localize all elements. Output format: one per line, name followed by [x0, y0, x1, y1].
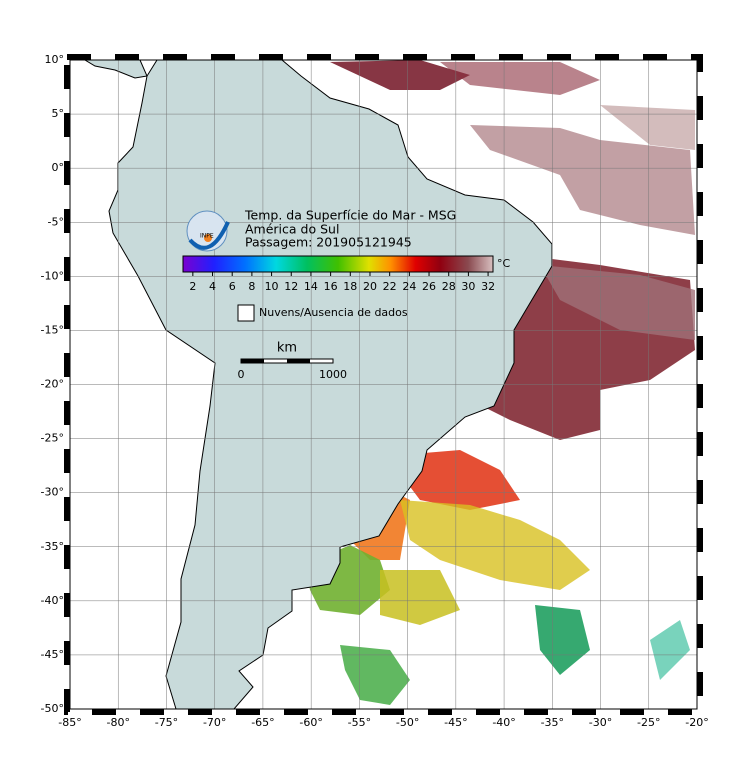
- colorbar-ticks: 2 4 6 8 10 12 14 16 18 20 22 24 26 28 30 32: [189, 272, 495, 293]
- colorbar-tick-label: 10: [265, 280, 279, 293]
- sst-patch: [600, 105, 695, 150]
- colorbar-tick-label: 6: [229, 280, 236, 293]
- sst-patch: [470, 125, 695, 235]
- x-tick-label: -20°: [685, 716, 708, 729]
- logo-swoosh: [188, 221, 230, 250]
- y-tick-label: -30°: [41, 486, 64, 499]
- y-tick-label: 0°: [52, 161, 65, 174]
- x-tick-label: -25°: [637, 716, 660, 729]
- scalebar-end: 1000: [319, 368, 347, 381]
- colorbar-unit: °C: [497, 257, 511, 270]
- sst-patch: [650, 620, 690, 680]
- x-tick-label: -40°: [492, 716, 515, 729]
- x-tick-label: -85°: [58, 716, 81, 729]
- sst-patch: [380, 570, 460, 625]
- legend-title: Temp. da Superfície do Mar - MSG: [244, 208, 456, 223]
- colorbar-tick-label: 24: [402, 280, 416, 293]
- y-tick-label: -10°: [41, 269, 64, 282]
- logo-text: INPE: [200, 233, 214, 240]
- sst-patch: [535, 605, 590, 675]
- y-tick-label: 10°: [45, 53, 65, 66]
- sst-patch: [340, 645, 410, 705]
- clouds-swatch: [237, 304, 255, 322]
- logo: INPE: [186, 210, 230, 252]
- y-tick-label: -15°: [41, 323, 64, 336]
- colorbar-tick-label: 8: [248, 280, 255, 293]
- y-tick-label: -40°: [41, 594, 64, 607]
- colorbar-tick-label: 14: [304, 280, 318, 293]
- frame: [69, 59, 698, 710]
- legend-region: América do Sul: [245, 222, 339, 237]
- colorbar-tick-label: 18: [343, 280, 357, 293]
- logo-dot: [204, 234, 212, 242]
- x-tick-label: -65°: [251, 716, 274, 729]
- scalebar-unit: km: [277, 341, 297, 356]
- scalebar-start: 0: [238, 368, 245, 381]
- y-tick-label: 5°: [52, 107, 65, 120]
- sst-patch: [400, 500, 590, 590]
- x-tick-label: -45°: [444, 716, 467, 729]
- scalebar-seg: [287, 359, 310, 363]
- x-tick-label: -50°: [396, 716, 419, 729]
- legend-pass: Passagem: 201905121945: [245, 235, 412, 250]
- y-tick-label: -5°: [48, 215, 64, 228]
- sst-patch: [440, 62, 600, 95]
- scalebar-seg: [241, 359, 264, 363]
- colorbar-tick-label: 16: [324, 280, 338, 293]
- colorbar-tick-label: 28: [442, 280, 456, 293]
- y-tick-label: -50°: [41, 702, 64, 715]
- colorbar-tick-label: 22: [383, 280, 397, 293]
- y-tick-label: -45°: [41, 648, 64, 661]
- clouds-label: Nuvens/Ausencia de dados: [259, 306, 408, 319]
- colorbar-tick-label: 30: [461, 280, 475, 293]
- colorbar-tick-label: 32: [481, 280, 495, 293]
- y-tick-label: -25°: [41, 432, 64, 445]
- x-tick-label: -60°: [299, 716, 322, 729]
- x-tick-label: -30°: [589, 716, 612, 729]
- colorbar-tick-label: 4: [209, 280, 216, 293]
- x-tick-label: -80°: [106, 716, 129, 729]
- colorbar-tick-label: 12: [284, 280, 298, 293]
- sst-patch: [540, 265, 695, 340]
- x-tick-label: -55°: [348, 716, 371, 729]
- y-tick-label: -35°: [41, 540, 64, 553]
- sst-patch: [330, 60, 470, 90]
- x-tick-label: -70°: [203, 716, 226, 729]
- y-tick-label: -20°: [41, 378, 64, 391]
- colorbar-tick-label: 20: [363, 280, 377, 293]
- colorbar: [182, 255, 494, 273]
- frame-dashes: [64, 54, 703, 715]
- x-tick-label: -35°: [541, 716, 564, 729]
- colorbar-tick-label: 26: [422, 280, 436, 293]
- colorbar-tick-label: 2: [189, 280, 196, 293]
- sst-patch: [400, 450, 520, 510]
- x-tick-label: -75°: [155, 716, 178, 729]
